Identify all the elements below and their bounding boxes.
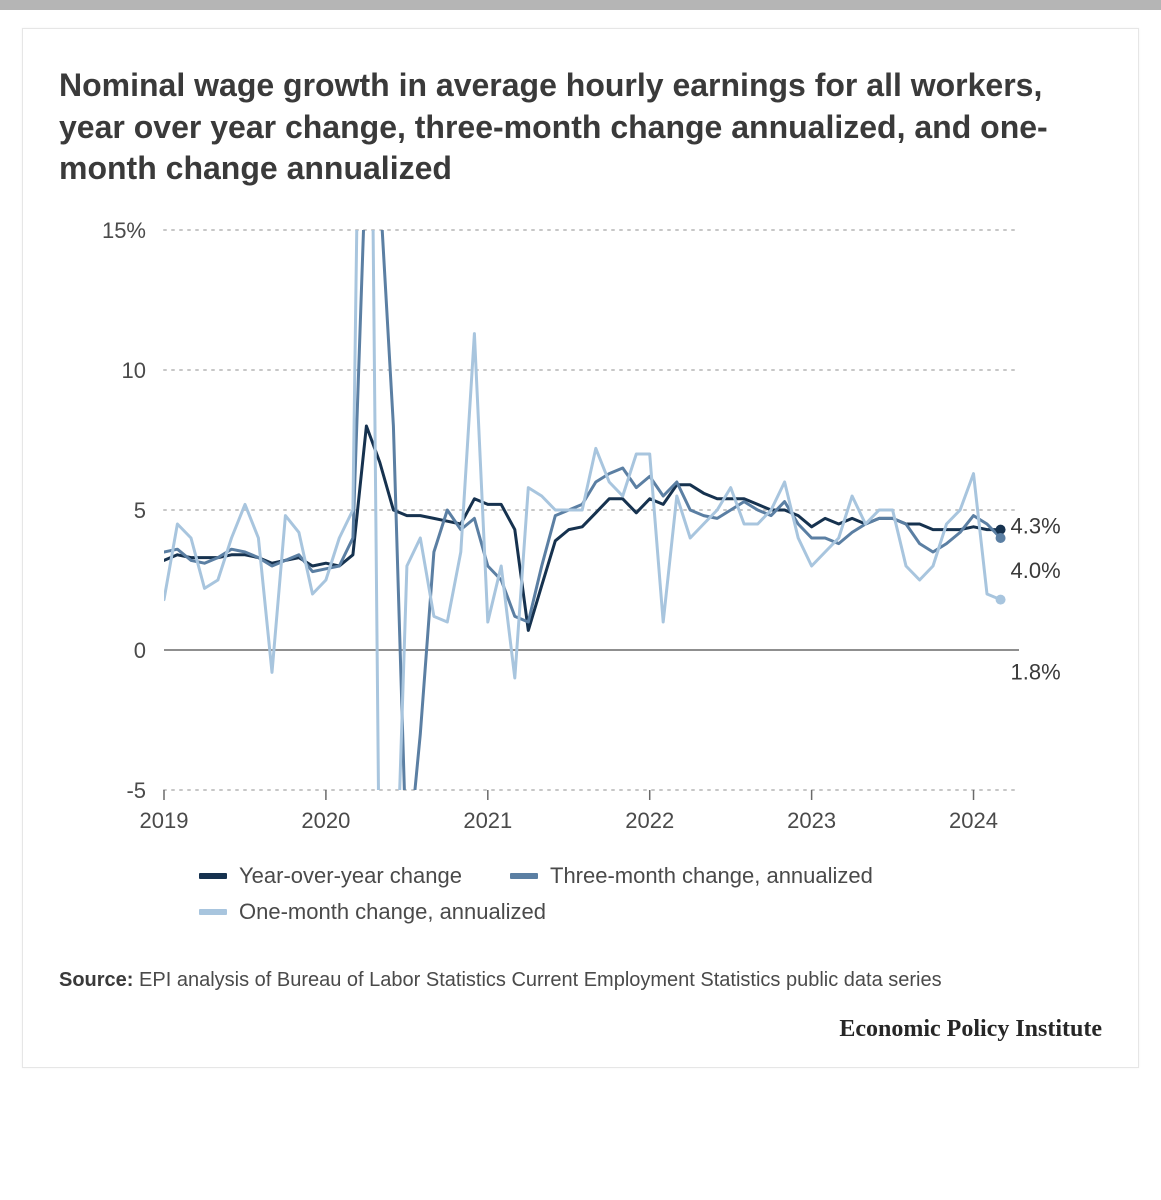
legend-item: Year-over-year change <box>199 863 462 889</box>
x-tick-label: 2020 <box>301 808 350 833</box>
end-label-three_month: 4.0% <box>1011 558 1061 583</box>
legend-item: Three-month change, annualized <box>510 863 873 889</box>
x-tick-label: 2019 <box>140 808 189 833</box>
end-marker-one_month <box>996 594 1006 604</box>
y-tick-label: 5 <box>134 498 146 523</box>
legend-swatch <box>199 873 227 879</box>
legend: Year-over-year change Three-month change,… <box>199 863 979 925</box>
legend-swatch <box>199 909 227 915</box>
y-tick-label: 10 <box>122 358 146 383</box>
y-tick-label: -5 <box>126 778 146 803</box>
brand-name: Economic Policy Institute <box>59 1016 1102 1043</box>
chart-title: Nominal wage growth in average hourly ea… <box>59 65 1102 190</box>
plot-area: -5 0 5 10 15% 2019 2020 2021 2022 2023 2024 4.3% 4.0… <box>59 220 1099 835</box>
source-text: EPI analysis of Bureau of Labor Statisti… <box>139 969 942 991</box>
source-label: Source: <box>59 969 133 991</box>
legend-swatch <box>510 873 538 879</box>
legend-label: Year-over-year change <box>239 863 462 889</box>
y-tick-label: 0 <box>134 638 146 663</box>
x-tick-label: 2022 <box>625 808 674 833</box>
line-chart-svg: -5 0 5 10 15% 2019 2020 2021 2022 2023 2024 4.3% 4.0… <box>59 220 1099 835</box>
legend-item: One-month change, annualized <box>199 899 546 925</box>
x-tick-label: 2023 <box>787 808 836 833</box>
legend-label: One-month change, annualized <box>239 899 546 925</box>
end-marker-three_month <box>996 533 1006 543</box>
legend-label: Three-month change, annualized <box>550 863 873 889</box>
top-accent-band <box>0 0 1161 10</box>
end-label-yoy: 4.3% <box>1011 513 1061 538</box>
x-tick-label: 2024 <box>949 808 998 833</box>
end-label-one_month: 1.8% <box>1011 659 1061 684</box>
chart-card: Nominal wage growth in average hourly ea… <box>22 28 1139 1068</box>
source-line: Source: EPI analysis of Bureau of Labor … <box>59 969 1102 992</box>
x-tick-label: 2021 <box>463 808 512 833</box>
y-tick-label: 15% <box>102 220 146 243</box>
series-yoy <box>164 426 1001 630</box>
